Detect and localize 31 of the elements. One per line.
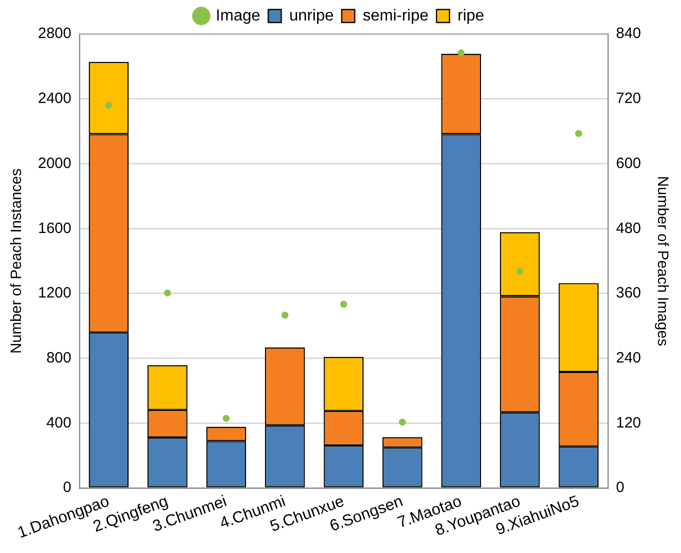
y-axis-title: Number of Peach Instances <box>8 168 26 354</box>
point <box>222 414 230 422</box>
point <box>281 312 288 319</box>
legend-label: unripe <box>289 7 334 24</box>
y-tick-label: 400 <box>46 414 72 432</box>
y-tick-label: 0 <box>63 479 72 496</box>
y2-axis-title: Number of Peach Images <box>654 176 671 346</box>
point <box>340 300 348 308</box>
y2-tick-label: 600 <box>616 154 642 172</box>
y2-tick-label: 480 <box>616 220 642 237</box>
point <box>164 289 171 296</box>
point <box>398 418 406 426</box>
point <box>105 102 112 109</box>
legend-label: ripe <box>458 7 484 24</box>
legend-label: Image <box>216 7 260 24</box>
y2-tick-label: 360 <box>616 284 642 302</box>
point <box>575 130 582 137</box>
y-tick-label: 1200 <box>38 284 72 302</box>
y2-tick-label: 120 <box>616 414 642 432</box>
point <box>458 49 465 56</box>
y-tick-label: 2000 <box>38 154 72 172</box>
legend-label: semi-ripe <box>362 7 429 24</box>
y2-tick-label: 720 <box>616 90 642 108</box>
y2-tick-label: 840 <box>616 25 642 42</box>
y-tick-label: 2400 <box>38 90 72 108</box>
y2-tick-label: 0 <box>616 479 624 496</box>
y-tick-label: 2800 <box>38 25 72 42</box>
y-tick-label: 800 <box>46 349 72 366</box>
y-tick-label: 1600 <box>38 220 72 237</box>
y2-tick-label: 240 <box>616 349 642 366</box>
point <box>516 268 524 275</box>
